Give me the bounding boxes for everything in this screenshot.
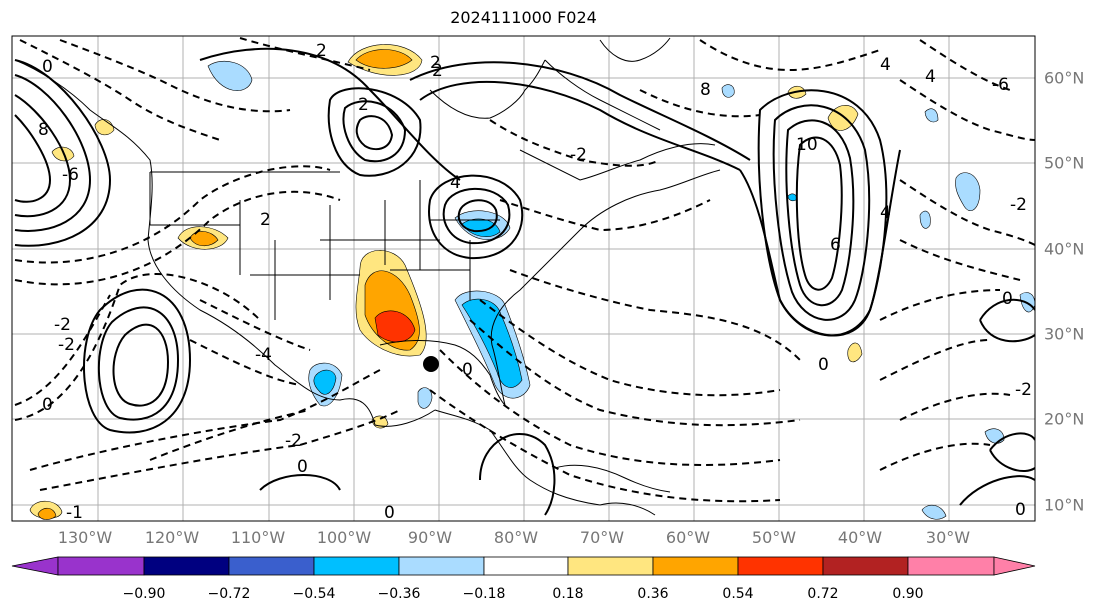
lat-label: 10°N — [1044, 495, 1085, 515]
contour-label: -1 — [66, 503, 83, 523]
contour-label: -6 — [992, 75, 1009, 95]
contour-label: -2 — [54, 315, 71, 335]
contour-label: 4 — [880, 203, 891, 223]
lon-label: 80°W — [493, 528, 539, 547]
colorbar-segment — [483, 556, 569, 576]
colorbar-segment — [567, 556, 654, 576]
colorbar-segment — [737, 556, 824, 576]
contour-label: -2 — [570, 145, 587, 165]
contour-label: 2 — [432, 61, 443, 81]
coastlines — [14, 37, 721, 516]
colorbar-tick-label: 0.36 — [637, 586, 669, 602]
lon-label: 130°W — [57, 528, 113, 547]
colorbar-segment — [652, 556, 739, 576]
colorbar-segment — [907, 556, 995, 576]
contour-label: -2 — [1010, 195, 1027, 215]
colorbar-extend-high — [993, 556, 1036, 576]
contour-label: -4 — [255, 345, 272, 365]
lon-label: 50°W — [751, 528, 797, 547]
lon-label: 110°W — [230, 528, 286, 547]
contour-label: 4 — [880, 55, 891, 75]
contours-solid — [14, 47, 1035, 516]
contour-label: 2 — [316, 41, 327, 61]
map-title: 2024111000 F024 — [450, 8, 597, 27]
contour-label: -2 — [58, 335, 75, 355]
colorbar-tick-label: −0.72 — [207, 586, 251, 602]
contour-label: 0 — [818, 355, 829, 375]
contour-label: 0 — [384, 503, 395, 523]
contour-labels: 2 4 -6 -2 -4 8 6 4 2 0 -2 0 2 -2 4 4 0 -… — [38, 41, 1032, 523]
location-marker — [423, 356, 439, 372]
contour-label: -2 — [285, 431, 302, 451]
contour-label: 0 — [297, 457, 308, 477]
colorbar-segment — [143, 556, 230, 576]
contour-label: 8 — [38, 120, 49, 140]
colorbar-extend-low — [11, 556, 59, 576]
colorbar-tick-label: −0.18 — [462, 586, 506, 602]
contour-label: 0 — [1002, 289, 1013, 309]
colorbar-segment — [822, 556, 909, 576]
lon-label: 70°W — [579, 528, 625, 547]
colorbar-tick-label: −0.90 — [122, 586, 166, 602]
shading-negative — [207, 60, 1035, 520]
lon-label: 60°W — [665, 528, 711, 547]
contour-label: 10 — [796, 135, 818, 155]
graticule — [12, 36, 1035, 521]
contour-label: 4 — [925, 67, 936, 87]
colorbar-tick-label: −0.54 — [292, 586, 336, 602]
lon-label: 30°W — [925, 528, 971, 547]
contours-dashed — [14, 37, 1035, 503]
lat-label: 30°N — [1044, 324, 1085, 344]
lon-label: 90°W — [407, 528, 453, 547]
colorbar — [11, 556, 1036, 576]
contour-label: -6 — [62, 165, 79, 185]
colorbar-tick-label: −0.36 — [377, 586, 421, 602]
colorbar-tick-label: 0.18 — [552, 586, 584, 602]
contour-label: 0 — [42, 395, 53, 415]
contour-label: 2 — [430, 53, 441, 73]
lon-label: 40°W — [837, 528, 883, 547]
colorbar-tick-label: 0.72 — [807, 586, 839, 602]
colorbar-segment — [228, 556, 315, 576]
colorbar-tick-label: 0.54 — [722, 586, 754, 602]
contour-label: 2 — [358, 95, 369, 115]
colorbar-segment — [313, 556, 400, 576]
contour-label: 0 — [42, 57, 53, 77]
map-frame — [11, 35, 1036, 522]
lon-label: 100°W — [316, 528, 372, 547]
colorbar-segment — [57, 556, 145, 576]
contour-label: 0 — [1015, 500, 1026, 520]
lat-label: 20°N — [1044, 409, 1085, 429]
lat-label: 50°N — [1044, 153, 1085, 173]
colorbar-segment — [398, 556, 485, 576]
lon-label: 120°W — [144, 528, 200, 547]
contour-label: 6 — [830, 235, 841, 255]
contour-label: 0 — [462, 360, 473, 380]
contour-label: -2 — [1015, 380, 1032, 400]
lat-label: 60°N — [1044, 68, 1085, 88]
contour-label: 4 — [450, 173, 461, 193]
lat-label: 40°N — [1044, 239, 1085, 259]
contour-label: 8 — [700, 80, 711, 100]
colorbar-tick-label: 0.90 — [892, 586, 924, 602]
contour-label: 2 — [260, 210, 271, 230]
